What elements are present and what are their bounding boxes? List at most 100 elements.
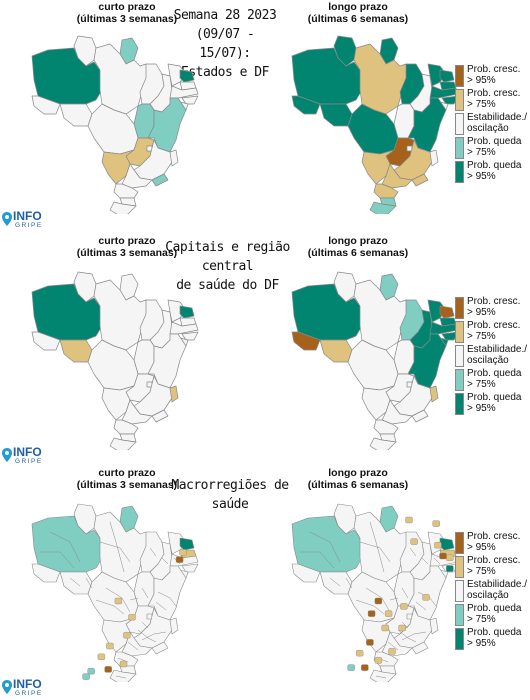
macroregion-strong_up bbox=[367, 610, 376, 617]
macroregion-boundary bbox=[359, 541, 391, 563]
macroregion-boundary bbox=[85, 577, 93, 589]
header-long-term-3: longo prazo (últimas 6 semanas) bbox=[307, 467, 409, 491]
macroregion-strong_up bbox=[361, 664, 369, 671]
region-es bbox=[169, 385, 179, 403]
region-es bbox=[169, 617, 179, 635]
legend-item-strong-down: Prob. queda > 95% bbox=[455, 627, 530, 652]
region-es bbox=[169, 149, 179, 167]
map-capitals-long-term bbox=[291, 271, 459, 450]
region-ro bbox=[319, 339, 353, 363]
macroregion-boundary bbox=[149, 547, 157, 557]
region-mt bbox=[87, 103, 139, 155]
macroregion-boundary bbox=[417, 591, 437, 607]
macroregion-down bbox=[82, 673, 90, 680]
legend-label: Prob. cresc. > 75% bbox=[467, 320, 521, 342]
legend-label: Prob. queda > 95% bbox=[467, 627, 522, 649]
map-macroregions-short-term bbox=[31, 503, 199, 682]
region-al bbox=[181, 331, 199, 341]
legend-item-down: Prob. queda > 75% bbox=[455, 368, 530, 393]
region-rj bbox=[411, 641, 429, 655]
region-pr bbox=[373, 183, 399, 199]
logo-subtext: GRIPE bbox=[15, 690, 43, 697]
legend-item-strong-up: Prob. cresc. > 95% bbox=[455, 531, 530, 556]
legend-panel-2: Prob. cresc. > 95% Prob. cresc. > 75% Estabi… bbox=[455, 296, 530, 417]
region-rs bbox=[109, 669, 137, 682]
region-rr bbox=[333, 271, 357, 303]
legend-item-strong-up: Prob. cresc. > 95% bbox=[455, 64, 530, 89]
macroregion-boundary bbox=[401, 631, 427, 641]
macroregion-up bbox=[123, 631, 131, 639]
region-es bbox=[429, 617, 439, 635]
header-short-term-1: curto prazo (últimas 3 semanas) bbox=[76, 1, 178, 25]
region-mt bbox=[347, 103, 399, 155]
legend-swatch bbox=[455, 580, 464, 602]
legend-item-strong-up: Prob. cresc. > 95% bbox=[455, 296, 530, 321]
region-ac bbox=[291, 95, 321, 115]
macroregion-up bbox=[405, 516, 413, 524]
macroregion-up bbox=[114, 597, 123, 605]
region-es bbox=[429, 385, 439, 403]
region-rn bbox=[439, 305, 455, 319]
legend-swatch bbox=[455, 628, 464, 650]
region-ac bbox=[31, 331, 61, 351]
legend-label: Prob. queda > 75% bbox=[467, 136, 522, 158]
macroregion-up bbox=[128, 613, 136, 621]
macroregion-boundary bbox=[115, 675, 127, 679]
macroregion-up bbox=[355, 649, 364, 657]
location-pin-icon bbox=[2, 448, 12, 462]
panel-title-macroregions: Macrorregiões de saúde bbox=[171, 478, 289, 512]
macroregion-up bbox=[381, 624, 389, 632]
region-rr bbox=[333, 35, 357, 67]
map-states-short-term bbox=[31, 35, 199, 214]
region-rs bbox=[369, 201, 397, 214]
macroregion-boundary bbox=[137, 629, 157, 643]
legend-swatch bbox=[455, 393, 464, 415]
region-ba bbox=[407, 97, 447, 153]
map-capitals-short-term bbox=[31, 271, 199, 450]
legend-item-strong-down: Prob. queda > 95% bbox=[455, 392, 530, 417]
macroregion-up bbox=[432, 520, 440, 527]
region-rr bbox=[73, 35, 97, 67]
legend-label: Estabilidade./oscilação bbox=[467, 579, 528, 601]
region-ac bbox=[31, 563, 61, 583]
region-ba bbox=[147, 565, 187, 621]
macroregion-boundary bbox=[95, 599, 125, 615]
macroregion-boundary bbox=[127, 641, 139, 651]
location-pin-icon bbox=[2, 680, 12, 694]
region-ac bbox=[31, 95, 61, 115]
region-al bbox=[181, 563, 199, 573]
macroregion-up bbox=[106, 642, 114, 650]
legend-item-up: Prob. cresc. > 75% bbox=[455, 320, 530, 345]
legend-swatch bbox=[455, 137, 464, 159]
macroregion-boundary bbox=[157, 591, 177, 607]
legend-label: Prob. cresc. > 95% bbox=[467, 531, 521, 553]
legend-label: Prob. cresc. > 95% bbox=[467, 64, 521, 86]
macroregion-boundary bbox=[387, 641, 399, 651]
region-al bbox=[181, 95, 199, 105]
legend-label: Prob. queda > 95% bbox=[467, 160, 522, 182]
macroregion-boundary bbox=[49, 531, 81, 563]
macroregion-boundary bbox=[409, 547, 417, 557]
region-rj bbox=[151, 173, 169, 187]
legend-item-down: Prob. queda > 75% bbox=[455, 603, 530, 628]
panel-title-capitals: Capitais e região central de saúde do DF bbox=[165, 240, 290, 293]
macroregion-up bbox=[119, 660, 128, 668]
macroregion-boundary bbox=[300, 551, 335, 569]
macroregion-boundary bbox=[355, 599, 385, 615]
legend-item-stable: Estabilidade./oscilação bbox=[455, 579, 530, 604]
legend-swatch bbox=[455, 556, 464, 578]
region-al bbox=[441, 95, 459, 105]
macroregion-boundary bbox=[365, 587, 391, 613]
region-pr bbox=[373, 419, 399, 435]
macroregion-up bbox=[388, 648, 396, 655]
macroregion-boundary bbox=[329, 577, 341, 587]
region-rr bbox=[333, 503, 357, 535]
region-rn bbox=[179, 305, 195, 319]
region-ba bbox=[147, 333, 187, 389]
legend-swatch bbox=[455, 113, 464, 135]
region-rn bbox=[439, 537, 455, 551]
macroregion-up bbox=[410, 538, 418, 545]
region-rs bbox=[369, 669, 397, 682]
macroregion-boundary bbox=[40, 551, 75, 569]
macroregion-boundary bbox=[369, 521, 385, 573]
